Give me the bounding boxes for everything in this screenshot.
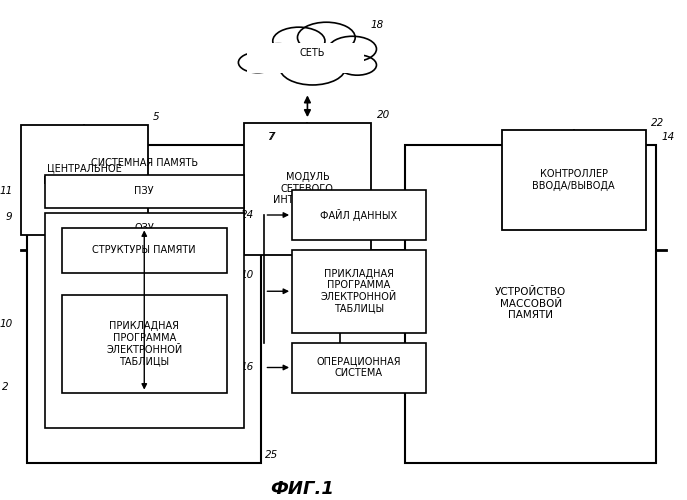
- Text: ПРИКЛАДНАЯ
ПРОГРАММА
ЭЛЕКТРОННОЙ
ТАБЛИЦЫ: ПРИКЛАДНАЯ ПРОГРАММА ЭЛЕКТРОННОЙ ТАБЛИЦЫ: [106, 322, 182, 366]
- Text: 2: 2: [1, 382, 8, 392]
- Text: СТРУКТУРЫ ПАМЯТИ: СТРУКТУРЫ ПАМЯТИ: [93, 245, 196, 255]
- Text: 12: 12: [82, 225, 95, 235]
- FancyBboxPatch shape: [247, 42, 364, 72]
- Ellipse shape: [252, 44, 304, 72]
- Ellipse shape: [273, 27, 325, 55]
- Text: 22: 22: [651, 118, 664, 128]
- Ellipse shape: [238, 52, 277, 72]
- Text: 9: 9: [5, 212, 12, 222]
- Ellipse shape: [280, 50, 346, 85]
- Ellipse shape: [328, 36, 376, 62]
- Text: ФАЙЛ ДАННЫХ: ФАЙЛ ДАННЫХ: [320, 209, 398, 221]
- Text: 24: 24: [241, 210, 254, 220]
- FancyBboxPatch shape: [502, 130, 646, 230]
- FancyBboxPatch shape: [405, 145, 656, 462]
- Text: МОДУЛЬ
СЕТЕВОГО
ИНТЕРФЕЙСА: МОДУЛЬ СЕТЕВОГО ИНТЕРФЕЙСА: [273, 172, 341, 206]
- Text: КОНТРОЛЛЕР
ВВОДА/ВЫВОДА: КОНТРОЛЛЕР ВВОДА/ВЫВОДА: [532, 169, 615, 191]
- Text: СИСТЕМНАЯ ПАМЯТЬ: СИСТЕМНАЯ ПАМЯТЬ: [91, 158, 198, 168]
- Text: 14: 14: [662, 132, 675, 142]
- Text: 10: 10: [241, 270, 254, 280]
- Ellipse shape: [297, 22, 355, 53]
- Text: 20: 20: [376, 110, 390, 120]
- Text: 11: 11: [0, 186, 12, 196]
- Text: 25: 25: [264, 450, 278, 460]
- FancyBboxPatch shape: [292, 342, 426, 392]
- FancyBboxPatch shape: [45, 175, 244, 208]
- Text: 7: 7: [267, 132, 273, 142]
- Text: УСТРОЙСТВО
МАССОВОЙ
ПАМЯТИ: УСТРОЙСТВО МАССОВОЙ ПАМЯТИ: [495, 287, 566, 320]
- Text: ОПЕРАЦИОННАЯ
СИСТЕМА: ОПЕРАЦИОННАЯ СИСТЕМА: [317, 356, 401, 378]
- FancyBboxPatch shape: [45, 212, 244, 428]
- FancyBboxPatch shape: [244, 122, 371, 255]
- Ellipse shape: [338, 55, 376, 75]
- Text: 7: 7: [268, 132, 275, 142]
- Text: 5: 5: [153, 112, 160, 122]
- Text: СЕТЬ: СЕТЬ: [300, 48, 326, 58]
- FancyBboxPatch shape: [292, 190, 426, 240]
- Text: 30: 30: [374, 260, 387, 270]
- Text: ПРИКЛАДНАЯ
ПРОГРАММА
ЭЛЕКТРОННОЙ
ТАБЛИЦЫ: ПРИКЛАДНАЯ ПРОГРАММА ЭЛЕКТРОННОЙ ТАБЛИЦЫ: [321, 269, 397, 314]
- Text: ФИГ.1: ФИГ.1: [271, 480, 334, 498]
- FancyBboxPatch shape: [292, 250, 426, 332]
- FancyBboxPatch shape: [27, 145, 261, 462]
- Text: 18: 18: [371, 20, 384, 30]
- Text: 16: 16: [241, 362, 254, 372]
- Text: ПЗУ: ПЗУ: [135, 186, 154, 196]
- Text: ЦЕНТРАЛЬНОЕ
ПРОЦЕССОРНОЕ
УСТРОЙСТВО: ЦЕНТРАЛЬНОЕ ПРОЦЕССОРНОЕ УСТРОЙСТВО: [43, 164, 126, 196]
- FancyBboxPatch shape: [21, 125, 148, 235]
- Text: 10: 10: [0, 320, 12, 329]
- FancyBboxPatch shape: [62, 228, 227, 272]
- FancyBboxPatch shape: [62, 295, 227, 392]
- Text: ОЗУ: ОЗУ: [135, 222, 154, 232]
